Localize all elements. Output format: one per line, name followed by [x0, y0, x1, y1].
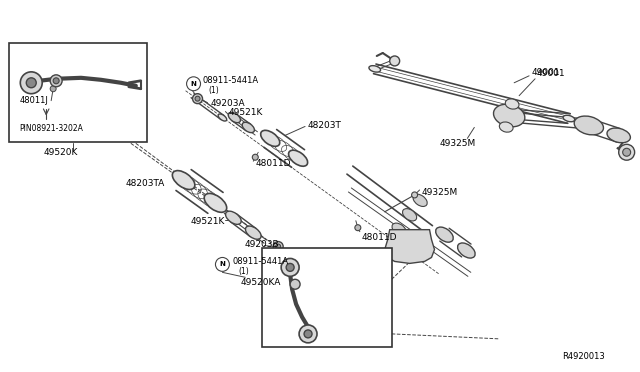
- Text: 48203T: 48203T: [308, 121, 342, 130]
- Circle shape: [276, 244, 281, 249]
- Ellipse shape: [225, 211, 241, 224]
- Circle shape: [50, 86, 56, 92]
- Ellipse shape: [242, 122, 255, 133]
- Ellipse shape: [403, 209, 417, 221]
- Text: N: N: [220, 262, 225, 267]
- Circle shape: [290, 279, 300, 289]
- Text: (1): (1): [209, 86, 220, 95]
- Text: 48203TA: 48203TA: [126, 179, 165, 187]
- Text: 49325M: 49325M: [440, 139, 476, 148]
- Ellipse shape: [574, 116, 604, 135]
- Circle shape: [619, 144, 635, 160]
- Ellipse shape: [289, 150, 308, 166]
- Circle shape: [281, 259, 299, 276]
- Circle shape: [273, 241, 283, 251]
- Ellipse shape: [172, 171, 195, 189]
- Circle shape: [26, 78, 36, 88]
- Text: 49001: 49001: [537, 69, 566, 78]
- Circle shape: [53, 78, 59, 84]
- Text: 49325M: 49325M: [422, 189, 458, 198]
- Text: R4920013: R4920013: [562, 352, 605, 361]
- Ellipse shape: [607, 128, 630, 143]
- Ellipse shape: [505, 99, 519, 109]
- Ellipse shape: [260, 130, 280, 146]
- Text: 08911-5441A: 08911-5441A: [232, 257, 289, 266]
- Text: 08911-5441A: 08911-5441A: [202, 76, 259, 85]
- Circle shape: [195, 96, 200, 101]
- Circle shape: [390, 56, 399, 66]
- Text: 48011D: 48011D: [362, 233, 397, 242]
- Circle shape: [623, 148, 630, 156]
- Ellipse shape: [413, 194, 428, 206]
- Text: N: N: [191, 81, 196, 87]
- Circle shape: [304, 330, 312, 338]
- Text: (1): (1): [238, 267, 249, 276]
- Circle shape: [412, 192, 417, 198]
- Circle shape: [187, 77, 200, 91]
- Text: 49203A: 49203A: [211, 99, 245, 108]
- Ellipse shape: [204, 193, 227, 212]
- Circle shape: [216, 257, 229, 271]
- Text: 49521K: 49521K: [228, 108, 263, 117]
- Text: 48011D: 48011D: [255, 159, 291, 168]
- Ellipse shape: [228, 112, 241, 123]
- Text: 48011J: 48011J: [19, 96, 48, 105]
- Ellipse shape: [246, 226, 261, 239]
- Circle shape: [286, 263, 294, 271]
- Text: 49001: 49001: [531, 68, 560, 77]
- Text: 49521K: 49521K: [191, 217, 225, 226]
- Circle shape: [50, 75, 62, 87]
- Circle shape: [193, 94, 202, 104]
- Text: PIN08921-3202A: PIN08921-3202A: [19, 124, 83, 133]
- Circle shape: [299, 325, 317, 343]
- Ellipse shape: [436, 227, 453, 242]
- Bar: [10, 43, 147, 142]
- Ellipse shape: [458, 243, 475, 258]
- Ellipse shape: [499, 122, 513, 132]
- Ellipse shape: [563, 115, 575, 122]
- Polygon shape: [385, 230, 435, 263]
- Bar: [262, 247, 392, 347]
- Text: 49203B: 49203B: [244, 240, 279, 249]
- Circle shape: [252, 154, 259, 160]
- Ellipse shape: [493, 104, 525, 127]
- Ellipse shape: [369, 65, 381, 72]
- Ellipse shape: [392, 223, 406, 235]
- Circle shape: [355, 225, 361, 231]
- Ellipse shape: [218, 114, 227, 121]
- Text: 49520KA: 49520KA: [241, 278, 281, 287]
- Circle shape: [20, 72, 42, 94]
- Text: 49520K: 49520K: [44, 148, 77, 157]
